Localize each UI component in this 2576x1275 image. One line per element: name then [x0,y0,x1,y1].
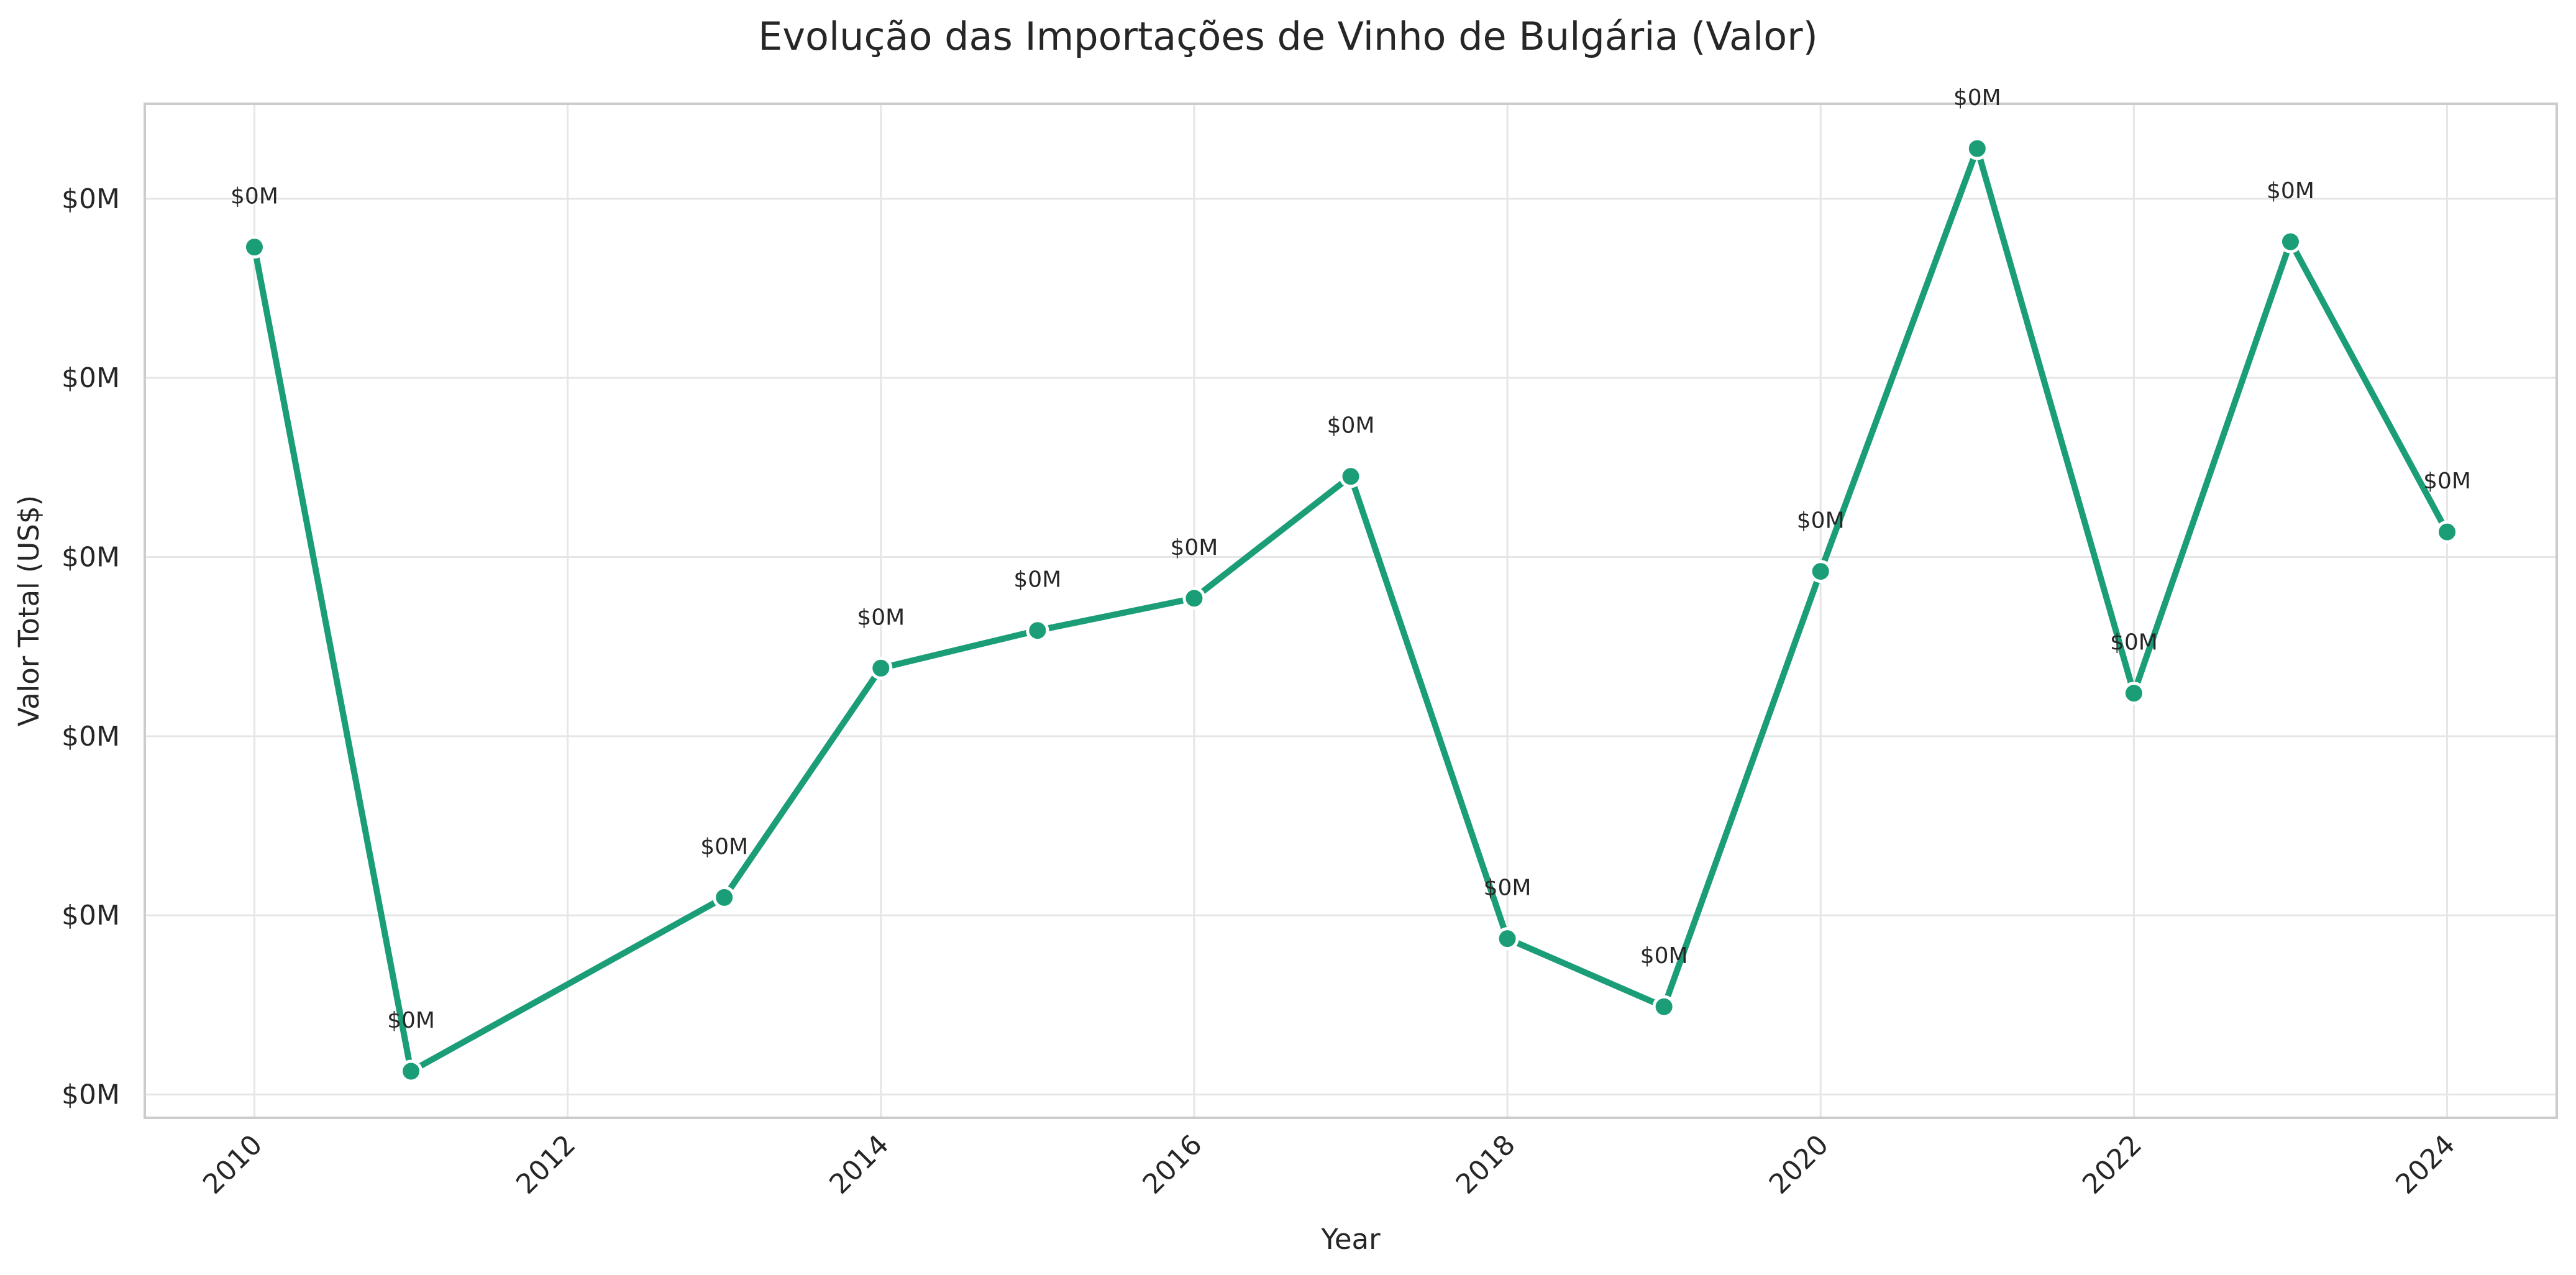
x-tick-label: 2020 [1763,1129,1835,1200]
data-point [1339,465,1363,488]
data-point [2122,682,2145,705]
data-point [869,656,893,680]
data-labels: $0M $0M $0M $0M $0M $0M $0M $0M $0M $0M $0M $0M $0M $… [231,85,2471,1033]
data-point [2278,230,2302,254]
y-tick-label: $0M [62,900,120,931]
data-point [400,1059,423,1083]
x-tick-label: 2018 [1450,1129,1522,1200]
x-tick-label: 2016 [1136,1129,1208,1200]
data-point [2436,520,2459,544]
x-tick-label: 2010 [197,1129,268,1200]
data-label: $0M [1013,567,1061,593]
data-label: $0M [2110,630,2158,656]
plot-frame [144,103,2558,1119]
x-tick-label: 2012 [510,1129,582,1200]
series-line [251,145,2450,1074]
x-axis-label: Year [1320,1223,1381,1256]
data-label: $0M [231,184,278,209]
data-point [1026,619,1049,642]
data-label: $0M [1484,875,1532,901]
y-tick-label: $0M [62,362,120,394]
axis-ticks: 2010 2012 2014 2016 2018 2020 2022 2024 $0M $0M $0… [62,183,2461,1200]
data-label: $0M [1327,413,1375,439]
x-tick-label: 2024 [2390,1129,2461,1200]
data-label: $0M [2267,178,2314,204]
data-point [1496,927,1519,951]
data-label: $0M [700,834,748,859]
series [242,137,2459,1083]
chart-title: Evolução das Importações de Vinho de Bul… [758,14,1818,59]
data-label: $0M [857,605,905,630]
data-point [1652,995,1676,1018]
data-point [713,885,736,909]
grid-lines [145,104,2557,1118]
data-label: $0M [387,1008,435,1033]
data-label: $0M [1640,943,1688,969]
data-point [1965,137,1989,160]
x-tick-label: 2014 [823,1129,895,1200]
y-tick-label: $0M [62,1079,120,1111]
y-tick-label: $0M [62,183,120,215]
data-point [1809,560,1832,583]
data-point [1182,587,1206,610]
data-label: $0M [1953,85,2001,111]
data-label: $0M [2423,468,2471,494]
x-tick-label: 2022 [2076,1129,2148,1200]
y-axis-label: Valor Total (US$) [12,495,45,726]
y-tick-label: $0M [62,541,120,573]
data-label: $0M [1797,508,1845,534]
y-tick-label: $0M [62,721,120,752]
data-label: $0M [1170,535,1218,560]
data-point [242,235,266,259]
